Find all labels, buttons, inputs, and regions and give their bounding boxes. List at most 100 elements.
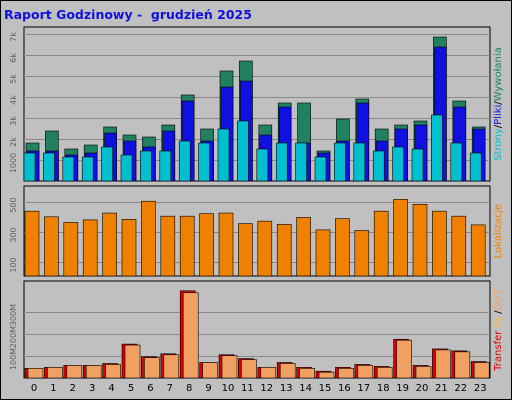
legend-label: Lokalizacje xyxy=(493,204,504,259)
bar-out xyxy=(357,365,374,379)
bar-strony xyxy=(217,128,230,182)
x-tick-label: 4 xyxy=(108,383,114,394)
bar-out xyxy=(435,349,451,379)
bar-lokalizacje xyxy=(470,224,486,277)
x-tick-label: 7 xyxy=(167,383,173,394)
y-tick-label: 200M xyxy=(9,326,18,348)
bar-lokalizacje xyxy=(393,199,408,277)
bar-strony xyxy=(237,120,249,182)
y-tick-label: 4k xyxy=(9,95,18,105)
x-tick-label: 14 xyxy=(299,383,312,394)
x-tick-label: 22 xyxy=(454,383,467,394)
bar-strony xyxy=(256,148,269,182)
bar-lokalizacje xyxy=(296,217,311,277)
bar-lokalizacje xyxy=(102,212,117,277)
bar-lokalizacje xyxy=(141,200,156,277)
bar-strony xyxy=(314,156,327,182)
x-tick-label: 18 xyxy=(377,383,390,394)
x-axis-labels: 0 1 2 3 4 5 6 7 8 9 10 11 12 13 14 15 16 17 18 19 20 21 22 23 xyxy=(31,383,487,394)
bar-lokalizacje xyxy=(44,216,59,277)
y-tick-label: 100 xyxy=(9,257,18,272)
bar-lokalizacje xyxy=(373,210,389,277)
bar-lokalizacje xyxy=(179,215,195,277)
bar-lokalizacje xyxy=(412,204,428,277)
x-tick-label: 0 xyxy=(31,383,37,394)
x-tick-label: 8 xyxy=(186,383,192,394)
x-tick-label: 2 xyxy=(70,383,76,394)
legend-label-part: / xyxy=(493,101,504,105)
y-tick-label: 2k xyxy=(9,137,18,147)
x-tick-label: 12 xyxy=(260,383,273,394)
bar-strony xyxy=(43,152,55,182)
bar-strony xyxy=(62,156,75,182)
bar-strony xyxy=(81,156,94,182)
bar-out xyxy=(27,368,44,379)
x-tick-label: 13 xyxy=(280,383,293,394)
bar-out xyxy=(144,357,160,379)
legend-label-part: Lokalizacje xyxy=(493,204,504,259)
bar-strony xyxy=(159,150,172,182)
x-tick-label: 6 xyxy=(147,383,153,394)
bar-out xyxy=(66,365,83,379)
bar-lokalizacje xyxy=(335,218,350,277)
legend-label: Transfer IN /OUT xyxy=(493,288,504,372)
bar-out xyxy=(318,371,335,379)
x-tick-label: 23 xyxy=(474,383,487,394)
y-tick-label: 1000 xyxy=(9,153,18,173)
plot-area xyxy=(23,185,491,277)
bar-out xyxy=(454,351,471,379)
bar-out xyxy=(182,292,199,379)
x-tick-label: 15 xyxy=(319,383,332,394)
bar-strony xyxy=(411,148,424,182)
bar-strony xyxy=(450,142,463,182)
bar-out xyxy=(221,355,238,379)
bar-strony xyxy=(431,114,443,182)
bar-out xyxy=(85,365,102,379)
bar-lokalizacje xyxy=(218,212,234,277)
legend-label-part: Strony xyxy=(493,128,504,161)
bar-strony xyxy=(178,140,191,182)
y-tick-label: 5k xyxy=(9,74,18,84)
bar-lokalizacje xyxy=(432,210,447,277)
bar-strony xyxy=(372,150,385,182)
bar-lokalizacje xyxy=(315,229,331,277)
x-tick-label: 19 xyxy=(396,383,409,394)
bar-out xyxy=(299,368,315,379)
bar-strony xyxy=(469,152,482,182)
y-tick-label: 100M xyxy=(9,348,18,370)
bar-lokalizacje xyxy=(82,219,98,277)
bar-out xyxy=(279,363,296,379)
bar-lokalizacje xyxy=(354,230,370,277)
bar-out xyxy=(415,366,432,379)
bar-lokalizacje xyxy=(63,222,79,277)
bar-lokalizacje xyxy=(451,215,467,277)
bar-lokalizacje xyxy=(238,223,253,277)
bar-out xyxy=(47,367,63,379)
bar-lokalizacje xyxy=(24,210,40,277)
legend-label-part: Pliki xyxy=(493,105,504,125)
bar-strony xyxy=(140,150,152,182)
bar-lokalizacje xyxy=(160,215,176,277)
legend-label-part: Wywołania xyxy=(493,47,504,101)
legend-label-part: / xyxy=(493,124,504,128)
legend-label-part: Transfer xyxy=(493,330,504,372)
bar-strony xyxy=(392,146,404,182)
bar-lokalizacje xyxy=(257,220,273,277)
x-tick-label: 5 xyxy=(128,383,134,394)
bar-out xyxy=(376,367,393,379)
bar-out xyxy=(241,359,257,379)
x-tick-label: 3 xyxy=(89,383,95,394)
plot-area xyxy=(23,280,491,379)
bar-out xyxy=(396,339,412,379)
y-tick-label: 500 xyxy=(9,197,18,212)
bar-strony xyxy=(198,142,210,182)
report-title: Raport Godzinowy - grudzień 2025 xyxy=(4,7,252,22)
x-tick-label: 10 xyxy=(222,383,235,394)
bar-strony xyxy=(334,142,346,182)
bar-strony xyxy=(295,142,307,182)
bar-strony xyxy=(23,152,36,182)
bar-out xyxy=(338,368,354,379)
bar-out xyxy=(163,354,180,379)
